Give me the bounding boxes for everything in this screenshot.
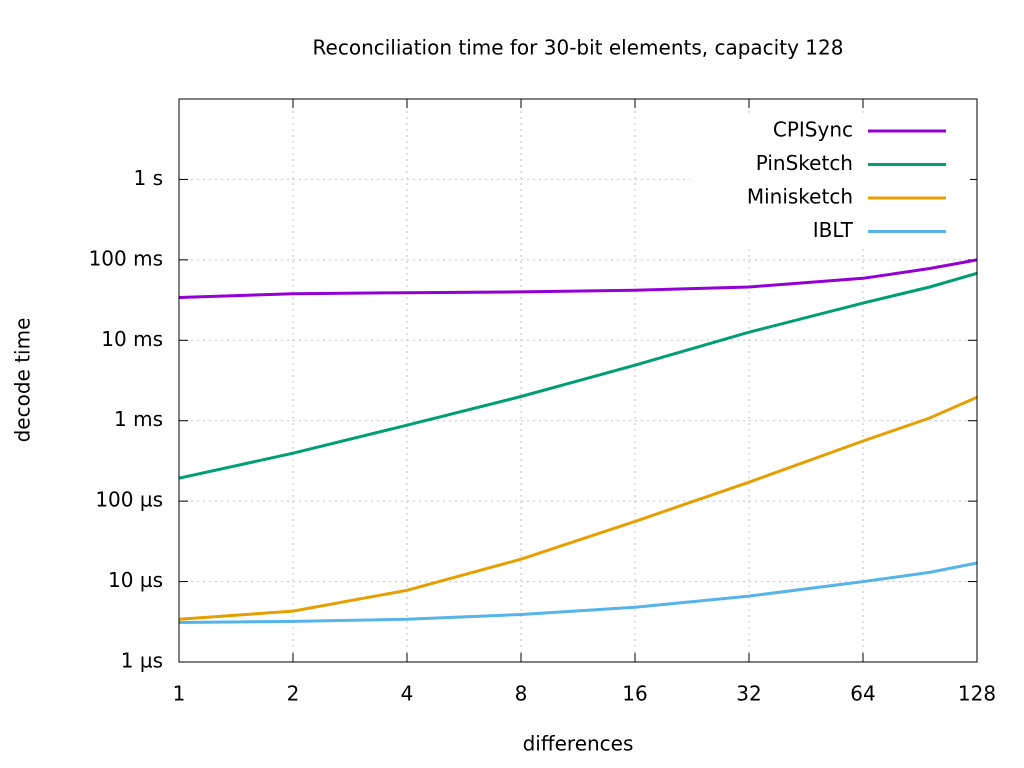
series-line [178, 258, 978, 299]
series-line [178, 561, 978, 624]
x-tick-label: 128 [958, 682, 996, 706]
x-tick-label: 32 [736, 682, 761, 706]
legend-label: PinSketch [756, 151, 853, 175]
x-tick-label: 2 [287, 682, 300, 706]
plot-frame [178, 98, 978, 663]
x-tick-label: 64 [850, 682, 875, 706]
legend-label: CPISync [773, 118, 853, 142]
series-line [178, 271, 978, 480]
chart-title: Reconciliation time for 30-bit elements,… [313, 36, 844, 60]
y-tick-label: 10 ms [101, 327, 163, 351]
x-tick-label: 1 [173, 682, 186, 706]
legend-label: Minisketch [747, 185, 853, 209]
legend-label: IBLT [813, 218, 854, 242]
y-axis-label: decode time [11, 318, 35, 443]
y-tick-label: 1 µs [121, 649, 163, 673]
y-tick-label: 10 µs [108, 568, 163, 592]
legend-box [690, 113, 970, 249]
y-tick-label: 1 ms [114, 407, 163, 431]
x-tick-label: 4 [401, 682, 414, 706]
x-tick-label: 16 [622, 682, 647, 706]
y-tick-label: 100 µs [95, 488, 163, 512]
y-tick-label: 1 s [133, 166, 163, 190]
series-line [178, 395, 978, 621]
y-tick-label: 100 ms [89, 246, 163, 270]
x-tick-label: 8 [515, 682, 528, 706]
x-axis-label: differences [523, 732, 634, 756]
